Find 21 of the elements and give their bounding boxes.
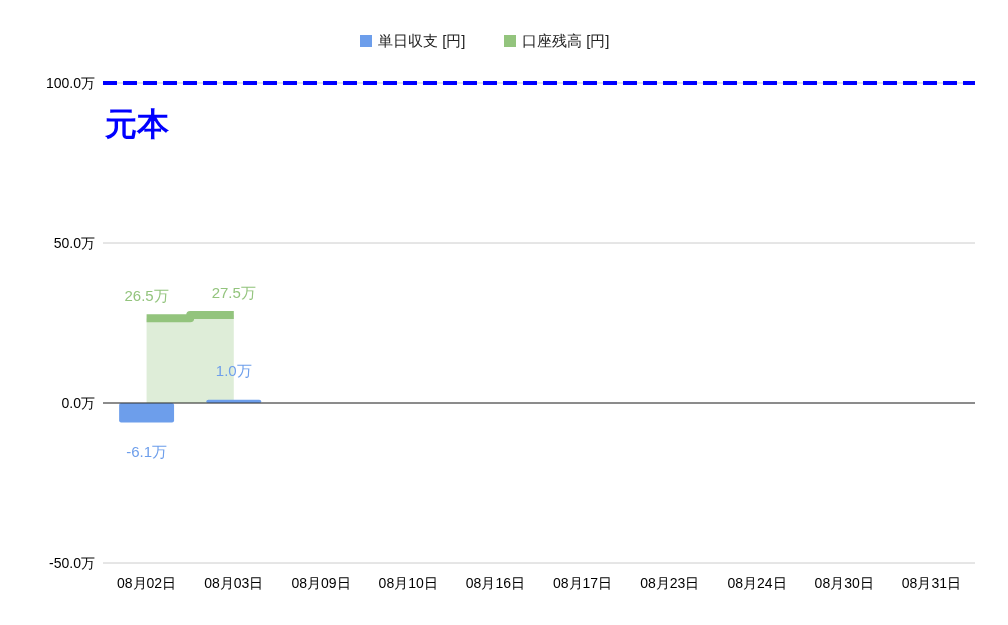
y-tick-label: 100.0万 bbox=[45, 75, 95, 91]
y-tick-label: 0.0万 bbox=[61, 395, 95, 411]
data-label: -6.1万 bbox=[126, 442, 168, 460]
data-label: 27.5万 bbox=[211, 284, 256, 301]
x-tick-label: 08月02日 bbox=[117, 575, 177, 591]
x-tick-label: 08月03日 bbox=[204, 575, 264, 591]
legend-label: 口座残高 [円] bbox=[522, 32, 610, 49]
data-label: 1.0万 bbox=[215, 361, 252, 379]
x-tick-label: 08月10日 bbox=[378, 575, 438, 591]
x-tick-label: 08月31日 bbox=[901, 575, 961, 591]
data-label: 26.5万 bbox=[124, 287, 169, 305]
ref-line-label: 元本 bbox=[104, 106, 170, 142]
x-tick-label: 08月09日 bbox=[291, 575, 351, 591]
y-tick-label: -50.0万 bbox=[49, 555, 95, 571]
y-tick-label: 50.0万 bbox=[53, 235, 95, 251]
x-tick-label: 08月23日 bbox=[640, 575, 700, 591]
x-tick-label: 08月24日 bbox=[727, 575, 787, 591]
x-tick-label: 08月17日 bbox=[553, 575, 613, 591]
x-tick-label: 08月30日 bbox=[814, 575, 874, 591]
x-tick-label: 08月16日 bbox=[465, 575, 525, 591]
legend-label: 単日収支 [円] bbox=[378, 32, 466, 49]
